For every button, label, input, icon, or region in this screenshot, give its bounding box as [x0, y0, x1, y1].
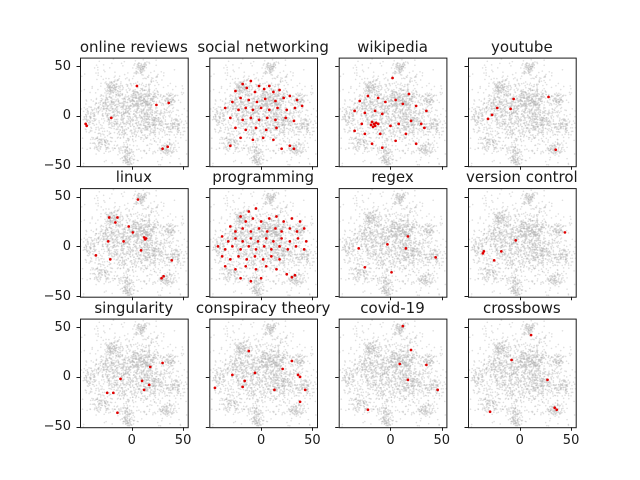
subplot-title: singularity: [94, 298, 174, 317]
x-tick-label: 50: [304, 433, 321, 449]
subplot-title: version control: [465, 168, 578, 187]
y-tick-label: −50: [43, 419, 71, 435]
subplot-title: crossbows: [483, 298, 561, 317]
subplot-title: youtube: [490, 37, 553, 56]
y-tick-label: 50: [54, 189, 71, 205]
subplot-title: wikipedia: [357, 37, 428, 56]
subplot-title: social networking: [197, 37, 329, 56]
y-tick-label: −50: [43, 288, 71, 304]
y-tick-label: 0: [62, 108, 71, 124]
y-tick-label: 50: [54, 319, 71, 335]
x-tick-label: 50: [433, 433, 451, 449]
y-tick-label: 0: [62, 369, 71, 385]
x-tick-label: 0: [386, 433, 395, 449]
x-tick-label: 0: [515, 433, 524, 449]
y-tick-label: 0: [62, 238, 71, 254]
subplot-title: regex: [371, 168, 414, 187]
x-tick-label: 50: [174, 433, 192, 449]
subplot-title: conspiracy theory: [195, 298, 331, 317]
y-tick-label: 50: [54, 58, 71, 74]
y-tick-label: −50: [43, 158, 71, 174]
subplot-title: programming: [212, 168, 315, 187]
subplot-title: covid-19: [360, 298, 425, 317]
subplot-title: linux: [115, 168, 152, 187]
x-tick-label: 0: [127, 433, 136, 449]
subplot-title: online reviews: [79, 37, 188, 56]
x-tick-label: 0: [256, 433, 266, 449]
x-tick-label: 50: [562, 433, 580, 449]
